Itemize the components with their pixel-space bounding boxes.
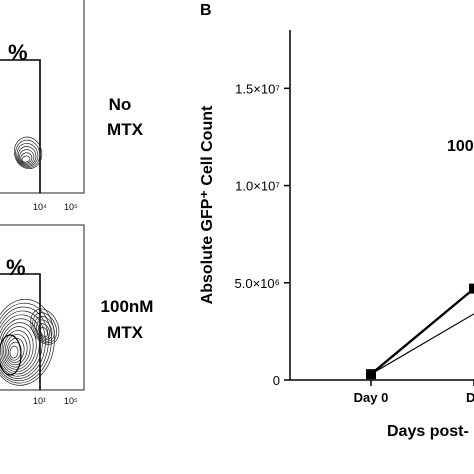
contour-line <box>0 334 22 376</box>
contour-line <box>1 326 34 370</box>
contour-line <box>30 308 60 345</box>
contour-line <box>36 319 53 341</box>
y-tick-label: 0 <box>273 373 280 388</box>
contour-plot-bottom <box>0 298 60 386</box>
condition-label-bottom-line2: MTX <box>107 323 144 342</box>
contour-line <box>6 337 25 363</box>
flow-x-tick: 10¹ <box>33 396 46 406</box>
series-line-thin <box>370 313 474 375</box>
contour-line <box>3 330 31 368</box>
contour-line <box>4 333 28 366</box>
x-tick-label: Day 0 <box>354 390 389 405</box>
y-axis-ticks: 0 5.0×10⁶ 1.0×10⁷ 1.5×10⁷ <box>235 81 290 388</box>
contour-line <box>38 323 51 339</box>
contour-line <box>34 315 55 342</box>
contour-line <box>17 146 37 166</box>
contour-line <box>0 310 46 379</box>
series-line-thick <box>370 287 474 376</box>
flow-plot-top-frame <box>0 0 85 194</box>
contour-line <box>32 312 58 344</box>
flow-pct-label-top: % <box>8 40 28 65</box>
contour-line <box>0 302 52 384</box>
contour-line <box>15 139 41 168</box>
contour-plot-top <box>13 136 43 170</box>
contour-line <box>21 155 31 163</box>
flow-plot-top: % 10⁴ 10⁵ No MTX <box>0 0 144 212</box>
contour-line <box>20 152 33 164</box>
flow-x-tick: 10⁵ <box>64 396 78 406</box>
flow-gate-bottom <box>0 273 41 390</box>
data-point-marker <box>469 283 474 294</box>
contour-line <box>19 149 35 165</box>
flow-x-tick: 10⁵ <box>64 202 78 212</box>
contour-line <box>0 314 43 377</box>
contour-line <box>8 341 22 361</box>
condition-label-bottom-line1: 100nM <box>101 297 154 316</box>
condition-label-top-line2: MTX <box>107 120 144 139</box>
flow-gate-top <box>0 59 41 193</box>
chart-series <box>366 283 474 380</box>
line-chart: 0 5.0×10⁶ 1.0×10⁷ 1.5×10⁷ Day 0 D Absolute G… <box>199 30 474 440</box>
y-tick-label: 5.0×10⁶ <box>235 276 280 291</box>
contour-line <box>40 326 48 338</box>
y-axis-label: Absolute GFP⁺ Cell Count <box>199 105 216 304</box>
panel-b-label: B <box>200 2 212 19</box>
contour-line <box>0 298 55 386</box>
y-tick-label: 1.5×10⁷ <box>235 81 280 96</box>
contour-line <box>16 142 39 167</box>
contour-line <box>9 345 19 359</box>
flow-pct-label-bottom: % <box>6 255 26 280</box>
x-axis-label: Days post- <box>387 423 469 440</box>
contour-line <box>0 306 49 382</box>
contour-line <box>0 318 40 375</box>
condition-label-top-line1: No <box>109 95 132 114</box>
chart-annotation: 100 <box>447 138 474 155</box>
contour-line <box>13 136 43 170</box>
flow-x-tick: 10⁴ <box>33 202 47 212</box>
flow-plot-bottom: % 10¹ 10⁵ 100nM MTX <box>0 224 154 406</box>
y-tick-label: 1.0×10⁷ <box>235 179 280 194</box>
x-tick-label: D <box>466 390 474 405</box>
x-axis-ticks: Day 0 D <box>354 380 474 405</box>
